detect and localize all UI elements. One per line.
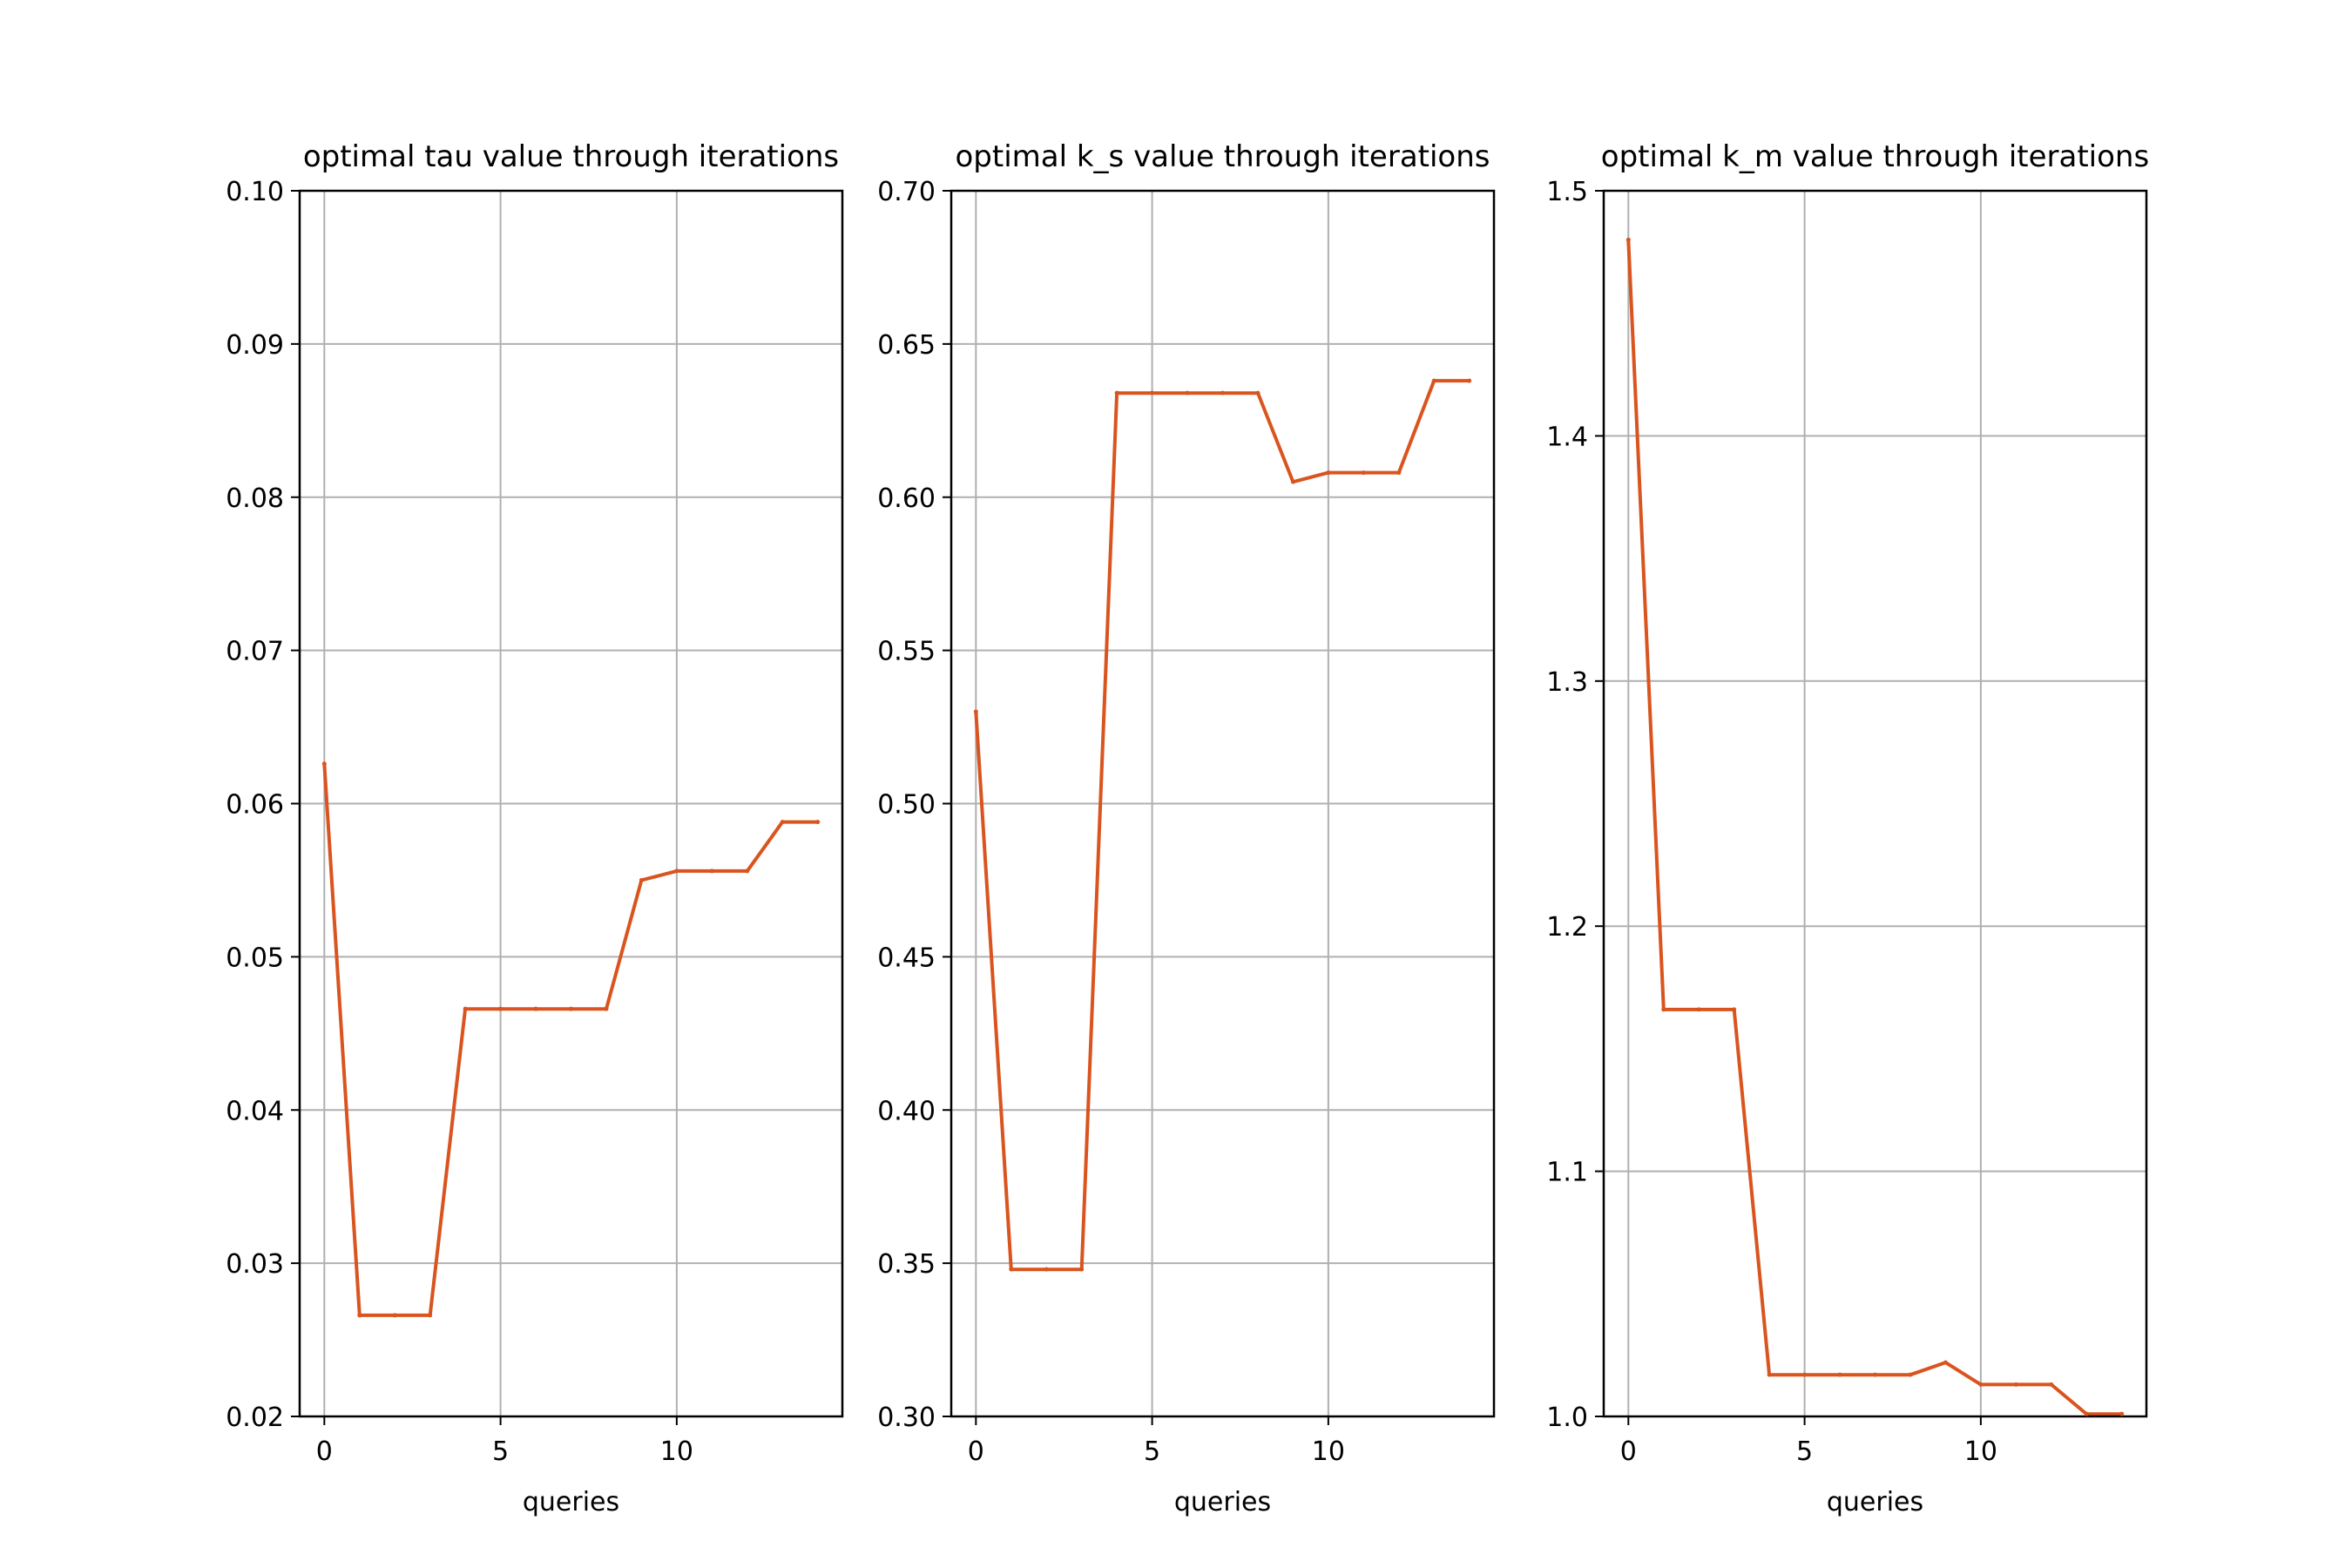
tau-x-axis-label: queries [523, 1487, 619, 1517]
tau-data-point [674, 868, 679, 874]
k-m-data-point [1873, 1372, 1877, 1377]
k-m-series-line [1626, 240, 2122, 1416]
k-m-data-point [1943, 1360, 1948, 1365]
tau-series-line [322, 763, 818, 1317]
k-s-data-point [1326, 470, 1331, 476]
k-m-x-tick-label: 10 [1964, 1436, 1997, 1467]
subplot-k-m: 0 5 10 1.0 1.1 1.2 1.3 1.4 1.5 optimal k_m value… [1546, 139, 2149, 1517]
k-m-y-tick-label: 1.4 [1546, 422, 1588, 452]
k-s-x-tick-label: 0 [968, 1436, 984, 1467]
tau-data-point [815, 820, 821, 825]
k-s-y-tick-label: 0.70 [877, 177, 936, 207]
tau-data-point [463, 1006, 468, 1011]
tau-data-point [321, 761, 327, 767]
k-m-data-point [1837, 1372, 1842, 1377]
k-m-data-point [2084, 1411, 2089, 1416]
k-s-data-point [1009, 1267, 1014, 1272]
k-s-x-tick-label: 5 [1144, 1436, 1160, 1467]
k-m-y-tick-label: 1.1 [1546, 1158, 1588, 1188]
tau-x-tick-label: 10 [660, 1436, 693, 1467]
subplot-tau: 0 5 10 0.02 0.03 0.04 0.05 0.06 0.07 0.08 0.09 0.10… [226, 139, 844, 1517]
k-m-data-point [2013, 1382, 2018, 1387]
k-s-x-axis-label: queries [1174, 1487, 1271, 1517]
k-m-y-tick-label: 1.0 [1546, 1402, 1588, 1433]
k-m-data-point [1625, 237, 1631, 242]
k-s-data-point [1150, 390, 1155, 395]
k-m-data-point [1978, 1382, 1984, 1387]
tau-data-point [604, 1006, 609, 1011]
tau-y-tick-label: 0.04 [226, 1096, 284, 1126]
tau-y-tick-label: 0.03 [226, 1249, 284, 1280]
k-s-series-line [974, 379, 1470, 1272]
k-m-x-axis-label: queries [1827, 1487, 1923, 1517]
tau-data-point [357, 1313, 362, 1318]
tau-y-tick-label: 0.02 [226, 1402, 284, 1433]
k-s-y-tick-label: 0.65 [877, 330, 936, 361]
k-s-data-point [1220, 390, 1225, 395]
k-m-chart-title: optimal k_m value through iterations [1601, 139, 2149, 174]
k-s-y-tick-label: 0.55 [877, 637, 936, 667]
k-s-data-point [1431, 378, 1436, 383]
tau-data-point [569, 1006, 573, 1011]
k-s-x-tick-label: 10 [1312, 1436, 1345, 1467]
subplot-k-s: 0 5 10 0.30 0.35 0.40 0.45 0.50 0.55 0.60 0.65 0.70… [877, 139, 1496, 1517]
tau-y-tick-label: 0.10 [226, 177, 284, 207]
k-m-y-tick-label: 1.5 [1546, 177, 1588, 207]
k-s-data-point [1255, 390, 1260, 395]
k-m-x-tick-label: 5 [1796, 1436, 1813, 1467]
k-s-data-point [1079, 1267, 1085, 1272]
k-m-data-point [1661, 1007, 1666, 1012]
k-m-x-tick-label: 0 [1620, 1436, 1637, 1467]
k-s-data-point [1396, 470, 1402, 476]
k-s-y-tick-label: 0.30 [877, 1402, 936, 1433]
k-s-y-tick-label: 0.35 [877, 1249, 936, 1280]
k-m-data-point [1732, 1007, 1737, 1012]
tau-data-point [428, 1313, 433, 1318]
k-m-data-point [1908, 1372, 1913, 1377]
tau-data-point [745, 868, 750, 874]
k-m-data-point [2119, 1411, 2125, 1416]
k-s-y-tick-label: 0.60 [877, 483, 936, 514]
k-m-data-point [1767, 1372, 1772, 1377]
k-m-data-point [1802, 1372, 1808, 1377]
k-s-data-point [1467, 378, 1472, 383]
tau-data-point [709, 868, 714, 874]
tau-y-tick-label: 0.08 [226, 483, 284, 514]
k-s-data-point [1114, 390, 1119, 395]
k-s-data-point [973, 709, 978, 714]
tau-y-tick-label: 0.09 [226, 330, 284, 361]
k-m-data-point [1696, 1007, 1701, 1012]
tau-x-tick-label: 5 [492, 1436, 509, 1467]
k-s-data-point [1185, 390, 1190, 395]
tau-data-point [498, 1006, 504, 1011]
k-m-y-tick-label: 1.3 [1546, 667, 1588, 698]
k-m-axes-frame [1602, 189, 2148, 1418]
k-s-data-point [1290, 479, 1295, 484]
k-s-y-tick-label: 0.40 [877, 1096, 936, 1126]
tau-data-point [533, 1006, 538, 1011]
k-s-y-tick-label: 0.45 [877, 943, 936, 973]
tau-y-tick-label: 0.06 [226, 790, 284, 821]
k-m-y-tick-label: 1.2 [1546, 912, 1588, 943]
k-s-chart-title: optimal k_s value through iterations [955, 139, 1490, 174]
tau-chart-title: optimal tau value through iterations [303, 139, 839, 174]
tau-x-tick-label: 0 [316, 1436, 333, 1467]
tau-y-tick-label: 0.07 [226, 637, 284, 667]
tau-data-point [392, 1313, 397, 1318]
k-s-data-point [1044, 1267, 1049, 1272]
k-s-data-point [1361, 470, 1366, 476]
k-s-y-tick-label: 0.50 [877, 790, 936, 821]
tau-y-tick-label: 0.05 [226, 943, 284, 973]
tau-data-point [639, 877, 644, 882]
tau-data-point [780, 820, 785, 825]
k-m-data-point [2049, 1382, 2054, 1387]
